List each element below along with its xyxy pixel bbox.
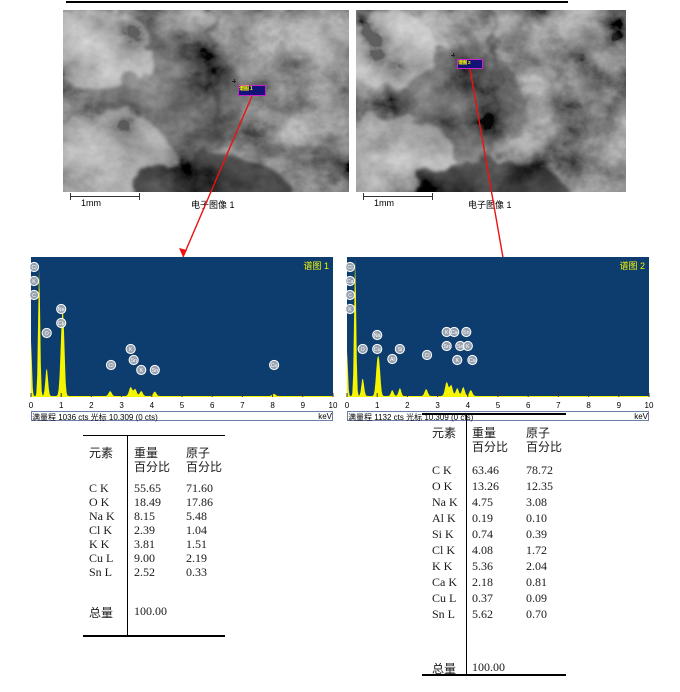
svg-text:10: 10	[329, 401, 338, 410]
svg-text:谱图 1: 谱图 1	[303, 260, 329, 271]
svg-text:7: 7	[240, 401, 245, 410]
svg-text:Ca: Ca	[469, 358, 476, 364]
svg-text:K: K	[455, 358, 459, 364]
svg-text:Na: Na	[374, 333, 381, 339]
svg-text:9: 9	[301, 401, 306, 410]
svg-text:K: K	[445, 330, 449, 336]
svg-text:K: K	[32, 279, 36, 285]
svg-text:Sn: Sn	[130, 358, 137, 364]
svg-text:Cu: Cu	[58, 321, 65, 327]
svg-text:4: 4	[150, 401, 155, 410]
svg-text:K: K	[129, 347, 133, 353]
svg-text:Ca: Ca	[451, 330, 458, 336]
svg-text:O: O	[361, 347, 365, 353]
svg-text:1: 1	[59, 401, 64, 410]
svg-text:K: K	[139, 368, 143, 374]
svg-text:3: 3	[119, 401, 124, 410]
svg-text:Si: Si	[397, 347, 402, 353]
svg-text:K: K	[348, 307, 352, 313]
svg-text:Sn: Sn	[443, 344, 450, 350]
svg-text:Sn: Sn	[457, 344, 464, 350]
svg-text:C: C	[32, 293, 36, 299]
svg-text:6: 6	[210, 401, 215, 410]
svg-text:10: 10	[645, 401, 654, 410]
svg-text:Cu: Cu	[271, 363, 278, 369]
svg-text:Cl: Cl	[425, 353, 430, 359]
svg-text:Cl: Cl	[32, 265, 37, 271]
svg-text:Cl: Cl	[348, 265, 353, 271]
svg-text:2: 2	[89, 401, 94, 410]
svg-text:0: 0	[29, 401, 34, 410]
svg-text:Na: Na	[58, 307, 65, 313]
svg-text:Sn: Sn	[463, 330, 470, 336]
svg-text:O: O	[45, 331, 49, 337]
svg-text:Cl: Cl	[109, 363, 114, 369]
svg-text:C: C	[348, 293, 352, 299]
svg-text:Sn: Sn	[152, 368, 159, 374]
svg-text:Al: Al	[390, 357, 395, 363]
svg-text:5: 5	[180, 401, 185, 410]
svg-text:Cu: Cu	[374, 347, 381, 353]
svg-text:谱图 2: 谱图 2	[619, 260, 645, 271]
svg-text:K: K	[466, 344, 470, 350]
svg-text:Ca: Ca	[347, 279, 354, 285]
svg-text:8: 8	[270, 401, 275, 410]
